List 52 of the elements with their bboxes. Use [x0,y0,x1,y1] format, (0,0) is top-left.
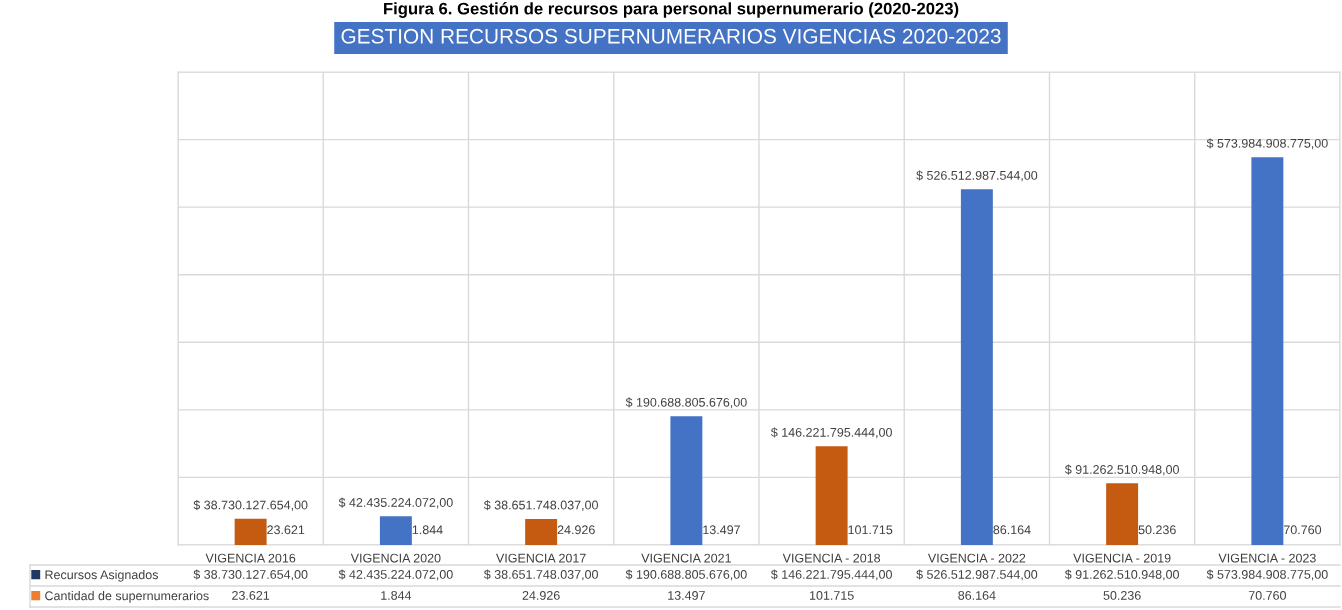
legend-label: Cantidad de supernumerarios [45,591,209,603]
data-label: 86.164 [958,591,996,600]
bar [670,416,703,545]
text: 86.164 [993,525,1031,535]
data-label: 50.236 [1103,591,1141,600]
text: $ 38.730.127.654,00 [193,500,308,511]
x-tick-label: VIGENCIA - 2023 [1218,553,1316,563]
text: 70.760 [1283,525,1322,535]
x-tick-label: VIGENCIA - 2022 [927,553,1026,563]
text: $ 91.262.510.948,00 [1064,464,1179,476]
text: $ 38.651.748.037,00 [483,500,598,511]
data-label: $ 190.688.805.676,00 [625,569,747,581]
data-label: $ 526.512.987.544,00 [916,569,1038,581]
text: 50.236 [1138,525,1176,535]
text: 101.715 [848,525,893,535]
data-label: 70.760 [1248,591,1286,600]
data-label: $ 42.435.224.072,00 [338,569,453,581]
bar [1106,483,1139,545]
text: $ 42.435.224.072,00 [338,497,453,509]
data-label: $ 146.221.795.444,00 [770,569,892,581]
bar [525,518,558,545]
x-tick-label: VIGENCIA - 2018 [782,553,881,563]
chart-title: Figura 6. Gestión de recursos para personal supernumerario (2020-2023) [384,2,959,18]
x-tick-label: VIGENCIA 2017 [496,553,586,563]
x-tick-label: VIGENCIA 2020 [350,553,441,563]
x-tick-label: VIGENCIA - 2019 [1073,553,1171,563]
text: 13.497 [703,525,740,535]
text: 24.926 [557,525,595,535]
bar [815,446,848,545]
bar [960,189,993,545]
x-tick-label: VIGENCIA 2021 [641,553,731,563]
data-label: $ 573.984.908.775,00 [1206,569,1328,581]
data-label: $ 91.262.510.948,00 [1064,569,1179,581]
data-label: $ 38.730.127.654,00 [193,569,308,581]
x-tick-label: VIGENCIA 2016 [205,553,296,563]
data-label: 13.497 [668,591,705,600]
text: $ 573.984.908.775,00 [1206,138,1328,150]
text: 23.621 [267,525,305,535]
data-label: $ 38.651.748.037,00 [483,569,598,581]
chart-subtitle: GESTION RECURSOS SUPERNUMERARIOS VIGENCIAS 2020-2023 [341,28,1001,44]
bar [1251,157,1284,545]
text: $ 526.512.987.544,00 [916,170,1038,182]
text: $ 146.221.795.444,00 [770,427,892,439]
text: Recursos Asignados [45,570,158,582]
bar [234,518,267,545]
data-label: 101.715 [809,591,854,600]
data-label: 24.926 [522,591,560,600]
text: $ 190.688.805.676,00 [625,397,747,409]
data-label: 1.844 [381,591,412,600]
data-label: 23.621 [232,591,270,600]
text: 1.844 [412,525,443,535]
bar [379,516,412,545]
